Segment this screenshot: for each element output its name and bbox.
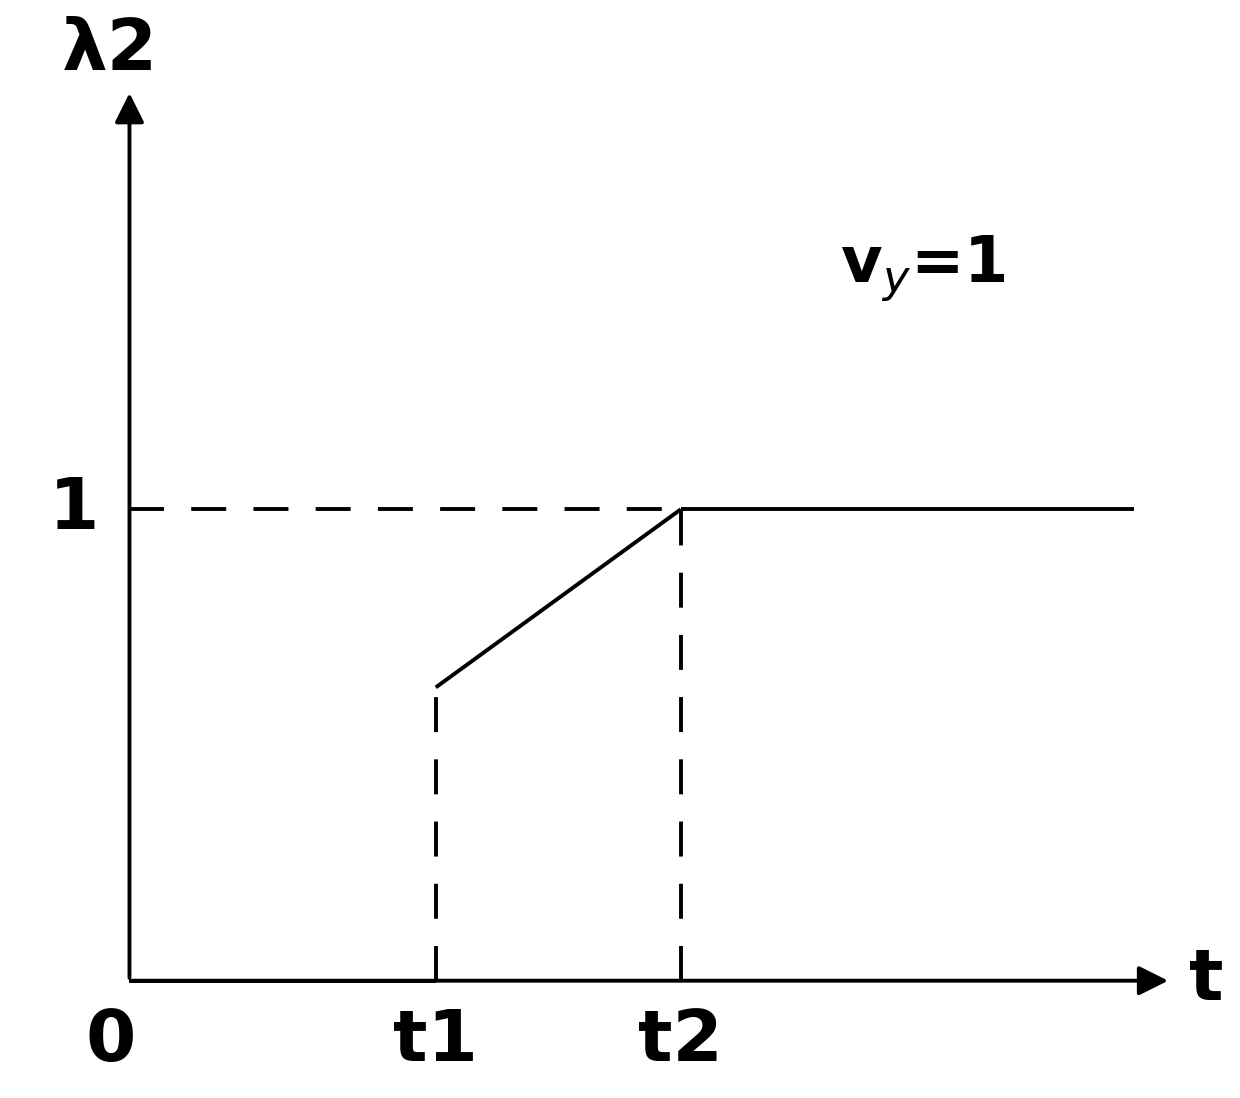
Text: λ2: λ2 bbox=[62, 16, 157, 85]
Text: 1: 1 bbox=[48, 474, 99, 544]
Text: 0: 0 bbox=[86, 1007, 136, 1076]
Text: t1: t1 bbox=[393, 1007, 479, 1076]
Text: t: t bbox=[1189, 946, 1224, 1016]
Text: v$_y$=1: v$_y$=1 bbox=[841, 233, 1006, 303]
Text: t2: t2 bbox=[639, 1007, 723, 1076]
